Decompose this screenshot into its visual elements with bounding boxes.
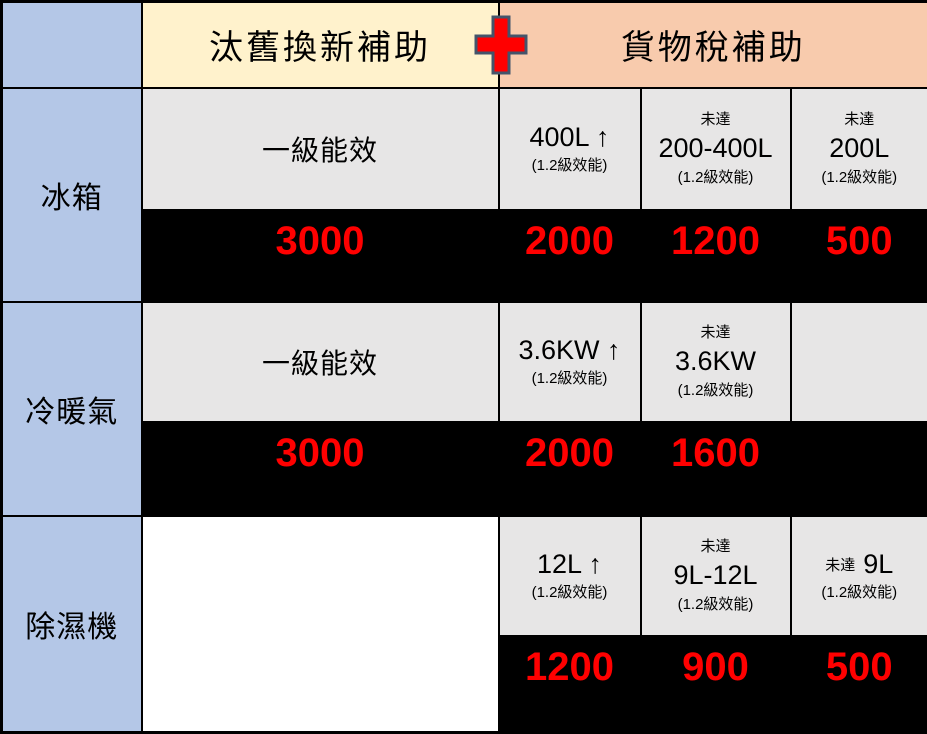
tax-subsidy-label: 貨物稅補助 — [621, 29, 806, 67]
fridge-replace-amount: 3000 — [142, 210, 499, 302]
dehumidifier-replace-empty — [142, 516, 499, 733]
dehumidifier-spec-under-9l: 未達 9L (1.2級效能) — [791, 516, 927, 636]
aircon-amount-empty — [791, 422, 927, 516]
spec-main: 9L — [863, 550, 893, 578]
spec-note: (1.2級效能) — [532, 585, 608, 601]
replace-subsidy-label: 汰舊換新補助 — [209, 29, 431, 67]
spec-main: 12L ↑ — [537, 550, 602, 578]
spec-main: 3.6KW — [675, 347, 756, 375]
spec-prefix: 未達 — [700, 539, 730, 555]
dehumidifier-amount-3: 500 — [791, 636, 927, 733]
fridge-amount-2: 1200 — [641, 210, 791, 302]
product-label-aircon: 冷暖氣 — [2, 302, 142, 516]
corner-cell — [2, 2, 142, 88]
aircon-amount-2: 1600 — [641, 422, 791, 516]
aircon-spec-under-3-6kw: 未達 3.6KW (1.2級效能) — [641, 302, 791, 422]
spec-note: (1.2級效能) — [678, 383, 754, 399]
plus-icon — [473, 14, 529, 76]
aircon-replace-condition: 一級能效 — [142, 302, 499, 422]
fridge-spec-200-400l: 未達 200-400L (1.2級效能) — [641, 88, 791, 210]
spec-main: 3.6KW ↑ — [518, 336, 620, 364]
fridge-replace-condition: 一級能效 — [142, 88, 499, 210]
spec-main: 9L-12L — [673, 561, 757, 589]
spec-prefix: 未達 — [825, 558, 855, 574]
aircon-amount-1: 2000 — [499, 422, 641, 516]
spec-note: (1.2級效能) — [821, 585, 897, 601]
spec-note: (1.2級效能) — [532, 371, 608, 387]
fridge-amount-3: 500 — [791, 210, 927, 302]
aircon-replace-amount: 3000 — [142, 422, 499, 516]
fridge-spec-400l: 400L ↑ (1.2級效能) — [499, 88, 641, 210]
tax-subsidy-header: 貨物稅補助 — [499, 2, 927, 88]
spec-prefix: 未達 — [700, 325, 730, 341]
spec-note: (1.2級效能) — [678, 597, 754, 613]
product-label-dehumidifier: 除濕機 — [2, 516, 142, 733]
aircon-spec-empty — [791, 302, 927, 422]
spec-prefix: 未達 — [844, 112, 874, 128]
spec-main: 200L — [829, 134, 889, 162]
spec-prefix: 未達 — [700, 112, 730, 128]
dehumidifier-spec-12l: 12L ↑ (1.2級效能) — [499, 516, 641, 636]
spec-note: (1.2級效能) — [678, 170, 754, 186]
spec-note: (1.2級效能) — [821, 170, 897, 186]
replace-subsidy-header: 汰舊換新補助 — [142, 2, 499, 88]
fridge-amount-1: 2000 — [499, 210, 641, 302]
spec-main: 200-400L — [658, 134, 772, 162]
spec-main: 400L ↑ — [529, 123, 609, 151]
aircon-spec-3-6kw: 3.6KW ↑ (1.2級效能) — [499, 302, 641, 422]
product-label-fridge: 冰箱 — [2, 88, 142, 302]
spec-note: (1.2級效能) — [532, 158, 608, 174]
dehumidifier-amount-1: 1200 — [499, 636, 641, 733]
dehumidifier-amount-2: 900 — [641, 636, 791, 733]
dehumidifier-spec-9-12l: 未達 9L-12L (1.2級效能) — [641, 516, 791, 636]
fridge-spec-under-200l: 未達 200L (1.2級效能) — [791, 88, 927, 210]
